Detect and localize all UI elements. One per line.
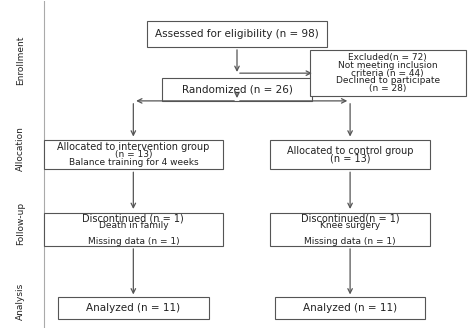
Text: Discontinued(n = 1): Discontinued(n = 1) <box>301 213 400 223</box>
FancyBboxPatch shape <box>270 214 430 246</box>
FancyBboxPatch shape <box>270 140 430 169</box>
Text: Follow-up: Follow-up <box>16 202 25 245</box>
Text: Randomized (n = 26): Randomized (n = 26) <box>182 85 292 94</box>
FancyBboxPatch shape <box>58 297 209 319</box>
FancyBboxPatch shape <box>44 214 223 246</box>
Text: Enrollment: Enrollment <box>16 36 25 85</box>
Text: Missing data (n = 1): Missing data (n = 1) <box>88 237 179 246</box>
Text: Declined to participate: Declined to participate <box>336 76 440 86</box>
Text: Discontinued (n = 1): Discontinued (n = 1) <box>82 213 184 223</box>
Text: Allocation: Allocation <box>16 126 25 171</box>
Text: Analysis: Analysis <box>16 283 25 320</box>
Text: Allocated to control group: Allocated to control group <box>287 146 413 156</box>
FancyBboxPatch shape <box>147 21 327 47</box>
FancyBboxPatch shape <box>44 140 223 169</box>
FancyBboxPatch shape <box>275 297 426 319</box>
FancyBboxPatch shape <box>310 50 465 96</box>
Text: Missing data (n = 1): Missing data (n = 1) <box>304 237 396 246</box>
Text: Allocated to intervention group: Allocated to intervention group <box>57 142 210 152</box>
Text: (n = 28): (n = 28) <box>369 84 407 93</box>
Text: Excluded(n = 72): Excluded(n = 72) <box>348 53 427 62</box>
Text: Analyzed (n = 11): Analyzed (n = 11) <box>86 303 181 313</box>
Text: Analyzed (n = 11): Analyzed (n = 11) <box>303 303 397 313</box>
Text: Not meeting inclusion: Not meeting inclusion <box>338 61 438 70</box>
Text: Knee surgery: Knee surgery <box>320 221 380 230</box>
Text: Death in family: Death in family <box>99 221 168 230</box>
Text: (n = 13): (n = 13) <box>330 154 370 164</box>
Text: Assessed for eligibility (n = 98): Assessed for eligibility (n = 98) <box>155 29 319 39</box>
Text: criteria (n = 44): criteria (n = 44) <box>352 69 424 78</box>
FancyBboxPatch shape <box>162 78 312 101</box>
Text: Balance training for 4 weeks: Balance training for 4 weeks <box>69 158 198 167</box>
Text: (n = 13): (n = 13) <box>115 150 152 159</box>
